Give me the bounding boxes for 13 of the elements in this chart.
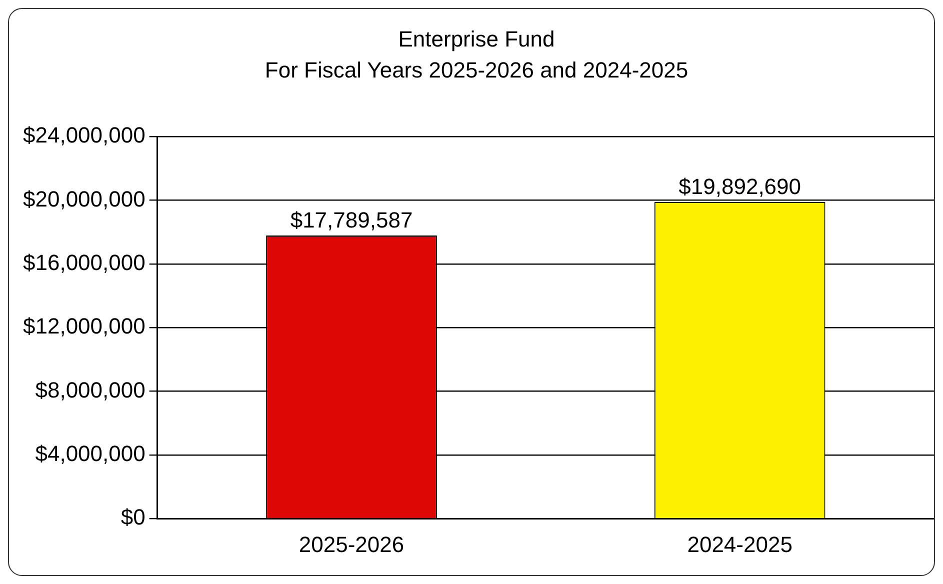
y-tick-label: $0 xyxy=(120,504,146,530)
text: For Fiscal Years 2025-2026 and 2024-2025 xyxy=(264,57,688,82)
y-tick-label: $8,000,000 xyxy=(35,377,146,402)
y-tick-label: $16,000,000 xyxy=(23,250,146,275)
text: Enterprise Fund xyxy=(398,26,555,52)
y-tick-label: $12,000,000 xyxy=(23,314,146,339)
y-tick-label: $24,000,000 xyxy=(23,122,146,148)
y-tick-label: $20,000,000 xyxy=(23,186,146,212)
data-label: $19,892,690 xyxy=(678,174,802,200)
data-label: $17,789,587 xyxy=(290,208,413,233)
x-tick-label: 2025-2026 xyxy=(298,532,404,557)
x-tick-label: 2024-2025 xyxy=(687,532,792,557)
y-tick-label: $4,000,000 xyxy=(35,440,146,466)
